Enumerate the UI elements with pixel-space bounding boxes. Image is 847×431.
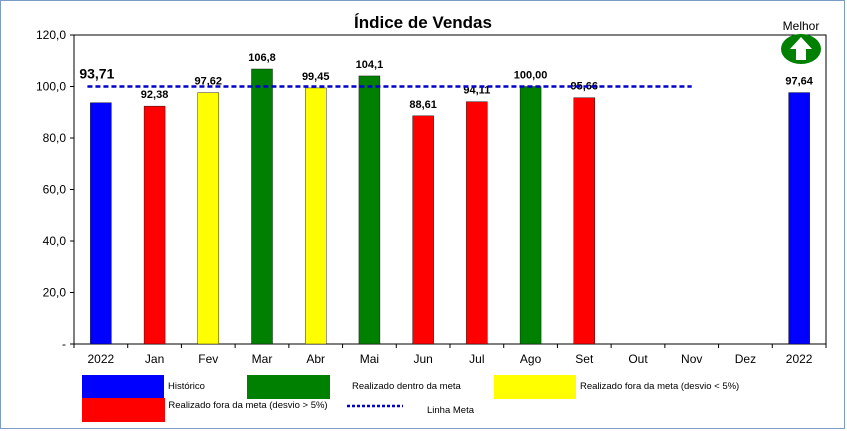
x-tick-label: 2022 [786, 352, 813, 366]
axes [73, 34, 827, 345]
value-label: 97,62 [195, 76, 223, 88]
y-tick-label: 60,0 [43, 183, 67, 197]
y-tick-label: 40,0 [43, 234, 67, 248]
bar-fev [197, 92, 219, 345]
y-tick-label: 100,0 [36, 80, 66, 94]
value-label: 88,61 [409, 99, 437, 111]
x-tick-label: Set [575, 352, 594, 366]
legend-swatch-historico [82, 375, 164, 399]
value-labels: 93,7192,3897,62106,899,45104,188,6194,11… [79, 52, 813, 111]
legend-label-fora-meta-menor: Realizado fora da meta (desvio < 5%) [580, 381, 740, 392]
y-tick-label: 120,0 [36, 28, 66, 42]
up-arrow-icon [781, 34, 821, 64]
x-tick-label: Nov [681, 352, 702, 366]
value-label: 97,64 [785, 76, 813, 88]
bar-2022 [788, 92, 810, 345]
legend-swatch-fora-meta-menor [494, 375, 576, 399]
x-tick-label: Jan [145, 352, 164, 366]
bar-mai [358, 75, 381, 345]
bar-ago [519, 86, 542, 345]
legend-label-historico: Histórico [168, 381, 205, 392]
x-tick-label: Jun [413, 352, 432, 366]
bar-jan [143, 105, 166, 345]
value-label: 93,71 [79, 66, 114, 82]
bar-set [573, 97, 595, 345]
value-label: 104,1 [356, 59, 384, 71]
x-tick-label: Out [628, 352, 648, 366]
x-tick-label: 2022 [88, 352, 115, 366]
legend-swatch-fora-meta-maior [82, 398, 165, 422]
value-label: 92,38 [141, 89, 169, 101]
x-tick-label: Jul [469, 352, 484, 366]
legend-label-linha-meta: Linha Meta [427, 405, 475, 416]
y-tick-labels: - 20,0 40,0 60,0 80,0 100,0 120,0 [36, 28, 74, 351]
x-tick-label: Abr [306, 352, 325, 366]
chart-title: Índice de Vendas [354, 13, 492, 32]
plot-area [73, 34, 827, 345]
bar-abr [305, 87, 327, 345]
x-tick-label: Mai [360, 352, 379, 366]
legend-label-fora-meta-maior: Realizado fora da meta (desvio > 5%) [168, 400, 328, 411]
x-tick-labels: 2022 Jan Fev Mar Abr Mai Jun Jul Ago Set Out Nov Dez… [73, 344, 827, 366]
x-tick-label: Dez [735, 352, 756, 366]
y-tick-label: - [62, 337, 66, 351]
x-tick-label: Ago [520, 352, 542, 366]
x-tick-label: Fev [198, 352, 218, 366]
bar-2022 [90, 102, 112, 345]
bar-mar [251, 68, 273, 345]
value-label: 99,45 [302, 71, 330, 83]
value-label: 106,8 [248, 52, 276, 64]
bars [90, 68, 810, 345]
bar-jul [466, 101, 488, 345]
legend-label-dentro-meta: Realizado dentro da meta [352, 381, 461, 392]
indicator-label: Melhor [783, 19, 820, 33]
bar-jun [412, 115, 434, 345]
y-tick-label: 80,0 [43, 131, 67, 145]
x-tick-label: Mar [252, 352, 273, 366]
better-indicator: Melhor [781, 19, 821, 64]
legend-swatch-dentro-meta [247, 375, 330, 399]
legend-swatch-linha-meta [347, 404, 403, 408]
y-tick-label: 20,0 [43, 286, 67, 300]
value-label: 100,00 [514, 70, 548, 82]
